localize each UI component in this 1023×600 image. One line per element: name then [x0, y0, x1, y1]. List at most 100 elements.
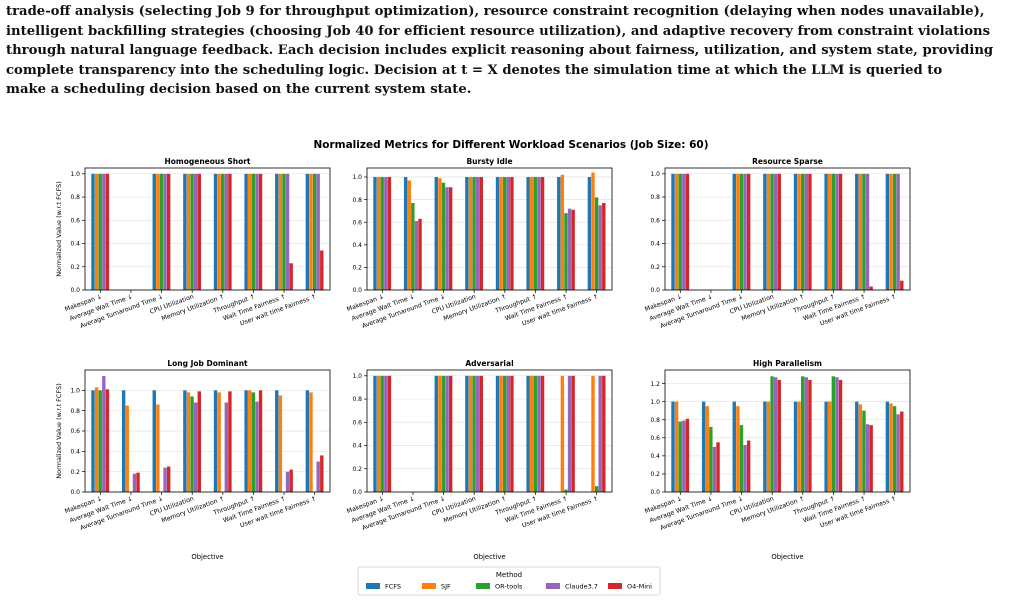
- bar: [166, 173, 171, 290]
- bar: [445, 187, 449, 290]
- bar: [838, 379, 843, 492]
- bar: [121, 390, 126, 492]
- bar: [587, 177, 592, 290]
- bar: [682, 420, 686, 492]
- y-tick-label: 0.0: [352, 489, 362, 496]
- bar: [479, 375, 483, 492]
- y-tick-label: 0.4: [70, 241, 80, 248]
- bar: [591, 172, 595, 290]
- bar: [602, 203, 606, 290]
- bar: [445, 375, 449, 492]
- bar: [900, 411, 904, 492]
- bar: [316, 173, 320, 290]
- bar: [258, 173, 263, 290]
- bar: [801, 376, 805, 492]
- bar: [465, 375, 469, 492]
- bar: [380, 375, 384, 492]
- bar: [773, 173, 778, 290]
- bar: [770, 376, 774, 492]
- bar: [94, 173, 99, 290]
- bar: [533, 375, 538, 492]
- bar: [448, 187, 453, 290]
- bar: [602, 375, 606, 492]
- bar: [831, 376, 836, 492]
- bar: [540, 177, 545, 290]
- bar: [441, 182, 446, 290]
- bar: [224, 173, 229, 290]
- bar: [190, 396, 194, 492]
- bar: [828, 173, 832, 290]
- bar: [411, 203, 415, 290]
- bar: [309, 392, 313, 492]
- bar: [773, 377, 778, 492]
- bar: [475, 375, 480, 492]
- bar: [448, 375, 453, 492]
- bar: [674, 401, 679, 492]
- bar: [685, 418, 690, 492]
- bar: [838, 173, 843, 290]
- bar: [125, 405, 129, 492]
- panel-title: Resource Sparse: [752, 157, 823, 166]
- y-tick-label: 0.2: [352, 265, 362, 272]
- bar: [763, 401, 767, 492]
- bar: [305, 173, 310, 290]
- bar: [163, 173, 167, 290]
- bar: [251, 392, 256, 492]
- y-tick-label: 0.6: [650, 217, 660, 224]
- bar: [567, 208, 572, 290]
- bar: [506, 375, 511, 492]
- bar: [746, 440, 751, 492]
- bar: [530, 375, 534, 492]
- bar: [889, 403, 893, 492]
- axes-frame: [664, 167, 911, 291]
- bar: [438, 178, 442, 290]
- bar: [495, 177, 500, 290]
- bar: [858, 404, 863, 492]
- bar: [678, 173, 682, 290]
- bar: [892, 406, 897, 492]
- bar: [869, 286, 873, 290]
- panel-title: Homogeneous Short: [164, 157, 250, 166]
- y-tick-label: 0.6: [352, 219, 362, 226]
- legend-label: OR-tools: [495, 583, 523, 591]
- bar: [275, 390, 279, 492]
- bar: [808, 379, 812, 492]
- bar: [376, 375, 381, 492]
- legend-label: SJF: [441, 583, 451, 591]
- bar: [228, 173, 232, 290]
- y-tick-label: 0.0: [650, 287, 660, 294]
- bar: [152, 173, 156, 290]
- bar: [91, 173, 95, 290]
- y-tick-label: 0.6: [70, 217, 80, 224]
- bar: [312, 173, 317, 290]
- bar: [183, 173, 187, 290]
- bar: [309, 173, 313, 290]
- y-tick-label: 0.0: [70, 287, 80, 294]
- y-tick-label: 0.8: [650, 417, 660, 424]
- bar: [285, 471, 290, 492]
- bar: [831, 173, 836, 290]
- bar: [571, 209, 575, 290]
- bar: [716, 442, 720, 492]
- bar: [136, 472, 140, 492]
- bar: [186, 392, 191, 492]
- bar: [671, 173, 675, 290]
- bar: [217, 173, 221, 290]
- bar: [258, 390, 263, 492]
- bar: [221, 173, 225, 290]
- legend-swatch: [546, 583, 560, 589]
- paper-line: make a scheduling decision based on the …: [6, 82, 472, 97]
- bar: [526, 177, 530, 290]
- y-tick-label: 0.4: [70, 449, 80, 456]
- y-axis-label: Normalized Value (w.r.t FCFS): [55, 383, 63, 479]
- y-tick-label: 0.0: [650, 489, 660, 496]
- bar: [560, 375, 565, 492]
- bar: [804, 173, 809, 290]
- bar: [503, 177, 507, 290]
- bar: [743, 173, 747, 290]
- bar: [571, 375, 575, 492]
- panel-title: Bursty Idle: [466, 157, 512, 166]
- bar: [801, 173, 805, 290]
- legend-label: Claude3.7: [565, 583, 598, 591]
- bar: [434, 177, 438, 290]
